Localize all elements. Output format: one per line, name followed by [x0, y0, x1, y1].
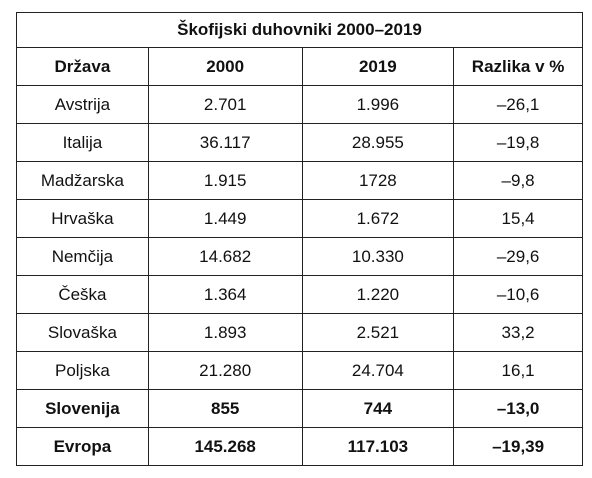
- table-cell: Češka: [16, 275, 149, 314]
- table-cell: 1.915: [147, 161, 303, 200]
- table-cell: 10.330: [301, 237, 455, 276]
- table-cell: 33,2: [453, 313, 583, 352]
- table-row: Madžarska 1.915 1728 –9,8: [16, 161, 583, 200]
- header-cell: Država: [16, 47, 149, 86]
- table-cell: 1728: [301, 161, 455, 200]
- table-cell: 36.117: [147, 123, 303, 162]
- table-cell: 117.103: [301, 427, 455, 466]
- table-cell: Avstrija: [16, 85, 149, 124]
- table-cell: Poljska: [16, 351, 149, 390]
- table-cell: 855: [147, 389, 303, 428]
- table-cell: 1.893: [147, 313, 303, 352]
- header-cell: 2000: [147, 47, 303, 86]
- table-cell: –19,39: [453, 427, 583, 466]
- table-cell: –9,8: [453, 161, 583, 200]
- table-row: Hrvaška 1.449 1.672 15,4: [16, 199, 583, 238]
- header-cell: Razlika v %: [453, 47, 583, 86]
- table-title: Škofijski duhovniki 2000–2019: [16, 12, 583, 48]
- table-row: Poljska 21.280 24.704 16,1: [16, 351, 583, 390]
- table-cell: –13,0: [453, 389, 583, 428]
- title-row: Škofijski duhovniki 2000–2019: [16, 12, 583, 48]
- table-row: Avstrija 2.701 1.996 –26,1: [16, 85, 583, 124]
- table-row: Slovenija 855 744 –13,0: [16, 389, 583, 428]
- table-cell: 2.521: [301, 313, 455, 352]
- table-cell: 1.364: [147, 275, 303, 314]
- table-row: Slovaška 1.893 2.521 33,2: [16, 313, 583, 352]
- table-row: Češka 1.364 1.220 –10,6: [16, 275, 583, 314]
- table-cell: 1.672: [301, 199, 455, 238]
- header-row: Država 2000 2019 Razlika v %: [16, 47, 583, 86]
- table-cell: Slovenija: [16, 389, 149, 428]
- table-cell: Slovaška: [16, 313, 149, 352]
- table-cell: –26,1: [453, 85, 583, 124]
- table-row: Italija 36.117 28.955 –19,8: [16, 123, 583, 162]
- table-cell: 1.996: [301, 85, 455, 124]
- table-cell: –10,6: [453, 275, 583, 314]
- table-cell: 28.955: [301, 123, 455, 162]
- table-cell: Evropa: [16, 427, 149, 466]
- table-cell: Madžarska: [16, 161, 149, 200]
- table-row: Nemčija 14.682 10.330 –29,6: [16, 237, 583, 276]
- table-cell: 145.268: [147, 427, 303, 466]
- table-cell: Hrvaška: [16, 199, 149, 238]
- table-cell: 15,4: [453, 199, 583, 238]
- table-row: Evropa 145.268 117.103 –19,39: [16, 427, 583, 466]
- table-cell: 744: [301, 389, 455, 428]
- table-cell: Italija: [16, 123, 149, 162]
- table-cell: –29,6: [453, 237, 583, 276]
- table-cell: 1.449: [147, 199, 303, 238]
- table-cell: –19,8: [453, 123, 583, 162]
- table-cell: 24.704: [301, 351, 455, 390]
- table-cell: 21.280: [147, 351, 303, 390]
- table-cell: 1.220: [301, 275, 455, 314]
- table-cell: 16,1: [453, 351, 583, 390]
- table: Škofijski duhovniki 2000–2019 Država 2000…: [16, 12, 583, 466]
- table-cell: 2.701: [147, 85, 303, 124]
- header-cell: 2019: [301, 47, 455, 86]
- table-cell: Nemčija: [16, 237, 149, 276]
- table-cell: 14.682: [147, 237, 303, 276]
